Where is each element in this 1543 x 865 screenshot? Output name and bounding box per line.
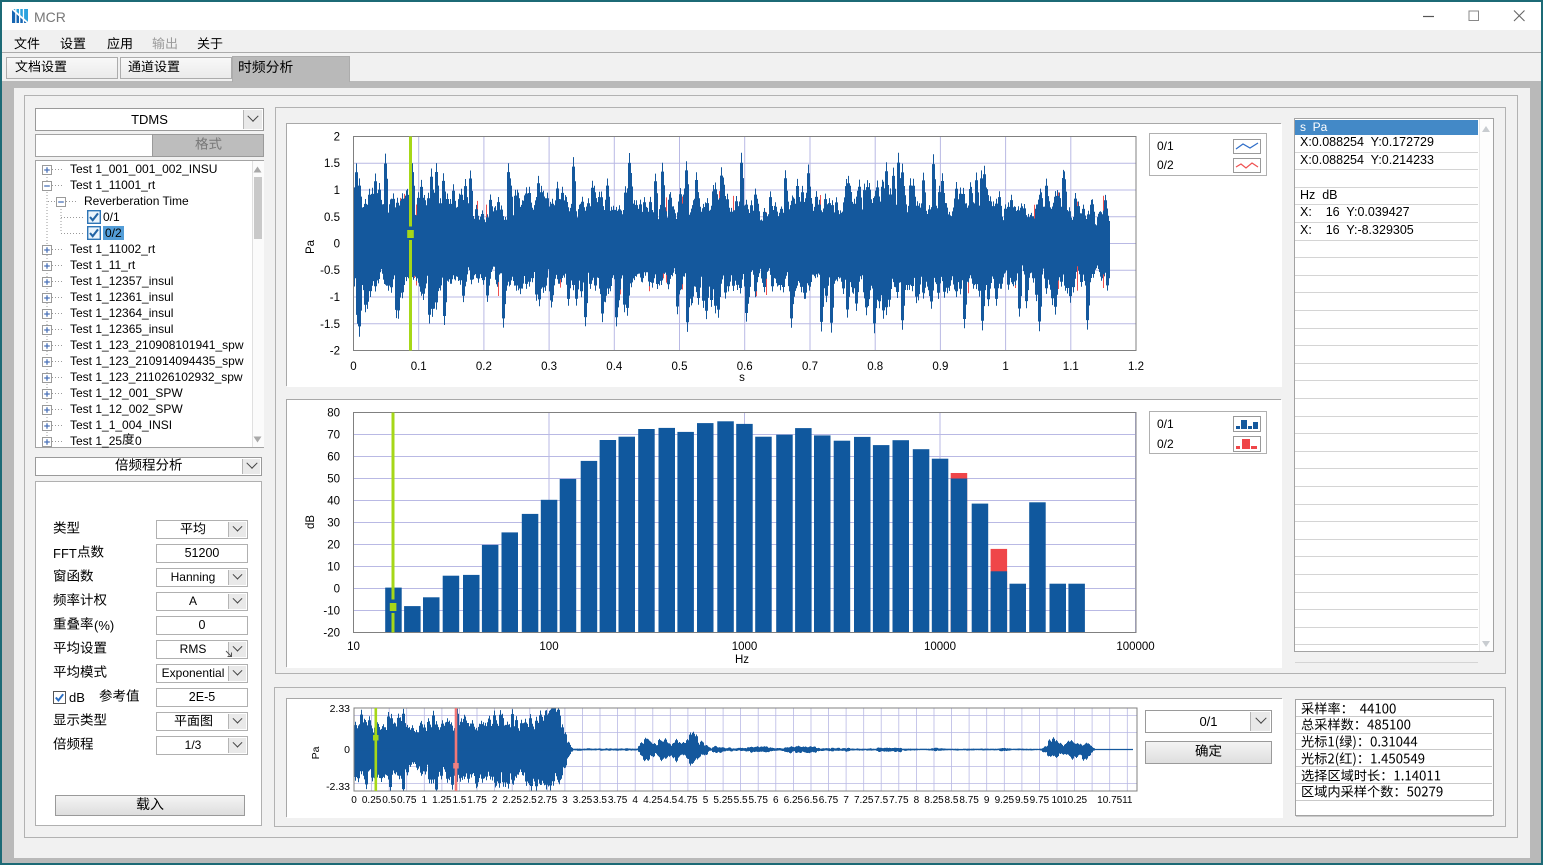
svg-text:-2: -2 — [330, 346, 340, 358]
svg-text:100: 100 — [539, 641, 558, 653]
svg-text:4.25: 4.25 — [643, 795, 663, 806]
svg-text:1.5: 1.5 — [324, 158, 340, 170]
svg-text:1: 1 — [334, 185, 340, 197]
svg-text:8.25: 8.25 — [924, 795, 944, 806]
svg-text:7.5: 7.5 — [874, 795, 888, 806]
svg-text:80: 80 — [327, 408, 340, 420]
svg-text:3: 3 — [562, 795, 568, 806]
svg-text:dB: dB — [305, 515, 317, 529]
svg-text:-0.5: -0.5 — [320, 265, 340, 277]
svg-text:2.5: 2.5 — [523, 795, 537, 806]
svg-text:0: 0 — [351, 795, 357, 806]
svg-text:0: 0 — [334, 239, 340, 251]
svg-text:0.4: 0.4 — [606, 361, 623, 373]
svg-text:4.5: 4.5 — [663, 795, 677, 806]
svg-text:0.7: 0.7 — [802, 361, 818, 373]
svg-text:3.25: 3.25 — [573, 795, 593, 806]
svg-text:Hz: Hz — [735, 654, 749, 666]
svg-text:9.75: 9.75 — [1030, 795, 1050, 806]
svg-text:40: 40 — [327, 496, 340, 508]
svg-text:0.5: 0.5 — [324, 212, 340, 224]
svg-text:5.75: 5.75 — [748, 795, 768, 806]
svg-text:Pa: Pa — [305, 239, 317, 254]
svg-text:10: 10 — [1051, 795, 1063, 806]
svg-text:100000: 100000 — [1116, 641, 1154, 653]
svg-text:5.25: 5.25 — [713, 795, 733, 806]
svg-text:s: s — [739, 372, 745, 384]
svg-text:1.2: 1.2 — [1128, 361, 1144, 373]
svg-text:9.25: 9.25 — [995, 795, 1015, 806]
svg-text:1000: 1000 — [732, 641, 758, 653]
svg-text:0.9: 0.9 — [932, 361, 948, 373]
svg-text:0: 0 — [350, 361, 356, 373]
svg-text:6.75: 6.75 — [819, 795, 839, 806]
svg-text:4: 4 — [632, 795, 638, 806]
svg-text:30: 30 — [327, 518, 340, 530]
svg-text:11: 11 — [1122, 795, 1133, 806]
svg-text:-2.33: -2.33 — [326, 781, 350, 793]
svg-text:-20: -20 — [323, 628, 340, 640]
svg-text:0.5: 0.5 — [382, 795, 396, 806]
svg-text:-10: -10 — [323, 606, 340, 618]
svg-text:1.5: 1.5 — [452, 795, 466, 806]
svg-text:0.6: 0.6 — [737, 361, 753, 373]
svg-text:2.75: 2.75 — [538, 795, 558, 806]
svg-text:3.75: 3.75 — [608, 795, 628, 806]
svg-text:1: 1 — [1002, 361, 1008, 373]
svg-text:9.5: 9.5 — [1015, 795, 1029, 806]
svg-text:-1.5: -1.5 — [320, 319, 340, 331]
svg-text:7.25: 7.25 — [854, 795, 874, 806]
svg-text:2: 2 — [334, 132, 340, 144]
svg-text:2.33: 2.33 — [330, 703, 351, 715]
svg-text:4.75: 4.75 — [678, 795, 698, 806]
svg-text:0: 0 — [344, 744, 350, 756]
svg-text:60: 60 — [327, 452, 340, 464]
svg-text:5.5: 5.5 — [734, 795, 748, 806]
svg-text:70: 70 — [327, 430, 340, 442]
svg-text:1.25: 1.25 — [432, 795, 452, 806]
svg-text:0.25: 0.25 — [362, 795, 382, 806]
svg-text:6: 6 — [773, 795, 779, 806]
svg-text:6.5: 6.5 — [804, 795, 818, 806]
svg-text:2: 2 — [492, 795, 498, 806]
svg-text:10: 10 — [347, 641, 360, 653]
svg-text:8.5: 8.5 — [945, 795, 959, 806]
svg-text:20: 20 — [327, 540, 340, 552]
svg-text:0.5: 0.5 — [672, 361, 688, 373]
svg-text:10.75: 10.75 — [1097, 795, 1122, 806]
svg-text:3.5: 3.5 — [593, 795, 607, 806]
svg-text:8: 8 — [914, 795, 920, 806]
svg-text:1.1: 1.1 — [1063, 361, 1079, 373]
svg-text:0.1: 0.1 — [411, 361, 427, 373]
svg-text:0.2: 0.2 — [476, 361, 492, 373]
svg-text:7: 7 — [843, 795, 849, 806]
svg-text:0.3: 0.3 — [541, 361, 557, 373]
svg-text:0.75: 0.75 — [397, 795, 417, 806]
svg-text:1: 1 — [422, 795, 428, 806]
svg-text:7.75: 7.75 — [889, 795, 909, 806]
svg-text:0: 0 — [334, 584, 340, 596]
svg-text:50: 50 — [327, 474, 340, 486]
svg-text:10.25: 10.25 — [1062, 795, 1087, 806]
svg-text:10: 10 — [327, 562, 340, 574]
svg-text:9: 9 — [984, 795, 990, 806]
svg-text:Pa: Pa — [310, 746, 322, 759]
svg-text:2.25: 2.25 — [502, 795, 522, 806]
svg-text:5: 5 — [703, 795, 709, 806]
svg-text:8.75: 8.75 — [959, 795, 979, 806]
svg-text:0.8: 0.8 — [867, 361, 883, 373]
svg-text:6.25: 6.25 — [784, 795, 804, 806]
svg-text:1.75: 1.75 — [467, 795, 487, 806]
svg-text:10000: 10000 — [924, 641, 956, 653]
svg-text:-1: -1 — [330, 292, 340, 304]
